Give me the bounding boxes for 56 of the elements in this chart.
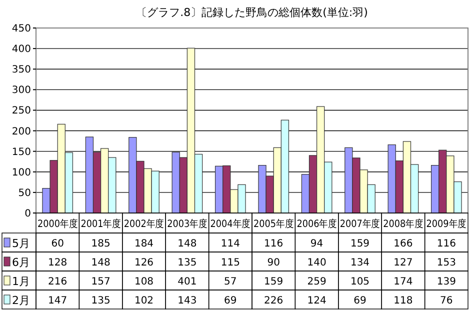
data-label: 135	[91, 296, 110, 306]
data-label: 114	[220, 238, 240, 250]
data-label: 69	[354, 296, 366, 306]
data-label: 153	[436, 258, 456, 268]
y-tick-label: 200	[12, 126, 31, 138]
data-label: 57	[224, 276, 237, 288]
legend-label: 1月	[12, 275, 30, 288]
x-tick-label: 2009年度	[426, 218, 472, 230]
y-tick-label: 400	[12, 44, 31, 56]
data-label: 166	[394, 238, 413, 250]
y-tick-label: 300	[12, 85, 31, 96]
data-label: 124	[307, 296, 326, 306]
y-tick-label: 150	[12, 146, 31, 158]
data-label: 118	[394, 296, 413, 306]
y-tick-label: 100	[12, 167, 31, 178]
data-label: 116	[264, 238, 284, 250]
data-label: 226	[264, 296, 284, 306]
data-label: 185	[91, 238, 110, 250]
data-label: 60	[51, 238, 64, 250]
data-label: 148	[91, 258, 110, 268]
data-label: 401	[178, 276, 197, 288]
legend-label: 6月	[12, 256, 30, 269]
y-tick-label: 50	[18, 188, 31, 199]
data-label: 157	[91, 276, 110, 288]
data-label: 135	[178, 258, 197, 268]
data-label: 159	[264, 276, 284, 288]
y-tick-label: 450	[12, 24, 31, 34]
data-label: 134	[350, 258, 370, 268]
chart-title: 〔グラフ.8〕記録した野鳥の総個体数(単位:羽)	[136, 6, 368, 19]
data-label: 90	[267, 258, 280, 268]
data-label: 126	[134, 258, 154, 268]
data-label: 259	[307, 276, 326, 288]
data-label: 69	[224, 296, 237, 306]
data-label: 116	[436, 238, 456, 250]
data-label: 174	[394, 276, 413, 288]
data-label: 148	[178, 238, 197, 250]
data-label: 105	[350, 276, 370, 288]
data-label: 102	[134, 296, 154, 306]
data-label: 159	[350, 238, 370, 250]
legend-label: 2月	[12, 294, 30, 307]
y-tick-label: 250	[12, 106, 31, 117]
data-label: 94	[310, 238, 324, 250]
data-label: 143	[178, 296, 197, 306]
data-label: 115	[220, 258, 240, 268]
data-label: 127	[394, 258, 413, 268]
data-label: 184	[134, 238, 154, 250]
data-label: 76	[440, 296, 453, 306]
legend-label: 5月	[12, 237, 30, 250]
data-label: 216	[48, 276, 68, 288]
data-label: 128	[48, 258, 68, 268]
y-tick-label: 0	[24, 208, 31, 220]
data-label: 108	[134, 276, 154, 288]
data-label: 147	[48, 296, 68, 306]
y-tick-label: 350	[12, 64, 31, 76]
data-label: 140	[307, 258, 326, 268]
data-label: 139	[436, 276, 456, 288]
